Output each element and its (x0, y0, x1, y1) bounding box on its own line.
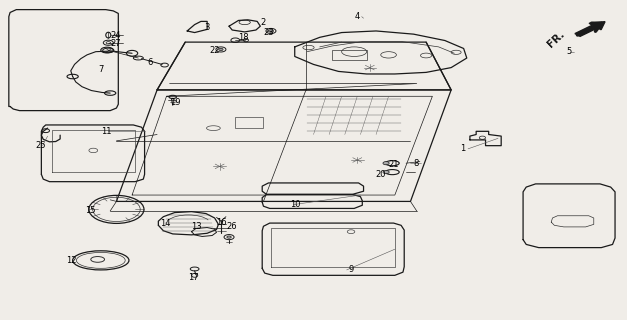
Text: 21: 21 (389, 160, 399, 169)
Text: 15: 15 (85, 206, 96, 215)
Text: 1: 1 (460, 144, 466, 153)
Ellipse shape (383, 171, 389, 174)
Text: 9: 9 (349, 265, 354, 275)
Text: 3: 3 (204, 23, 209, 32)
Text: 24: 24 (110, 31, 120, 40)
Text: 23: 23 (263, 28, 274, 37)
Text: 27: 27 (110, 39, 121, 48)
Text: 10: 10 (290, 200, 301, 209)
Text: 4: 4 (354, 12, 359, 21)
Text: 14: 14 (161, 219, 171, 228)
Bar (235, 117, 263, 128)
Ellipse shape (383, 162, 389, 165)
Text: 22: 22 (209, 45, 219, 55)
Text: 20: 20 (375, 170, 386, 179)
Bar (332, 50, 367, 60)
Ellipse shape (268, 30, 273, 32)
Text: FR.: FR. (545, 29, 567, 50)
Text: 18: 18 (238, 33, 249, 42)
Text: 8: 8 (414, 159, 419, 168)
Text: 16: 16 (216, 218, 227, 227)
Text: 6: 6 (148, 58, 153, 67)
Text: 13: 13 (191, 222, 202, 231)
Text: 7: 7 (98, 65, 104, 74)
Text: 11: 11 (101, 127, 111, 136)
FancyArrow shape (575, 22, 605, 36)
Text: 12: 12 (66, 256, 77, 265)
Text: 2: 2 (260, 19, 266, 28)
Text: 5: 5 (567, 47, 572, 56)
Ellipse shape (227, 236, 231, 238)
Text: 19: 19 (170, 98, 180, 107)
Text: 26: 26 (226, 222, 236, 231)
Text: 25: 25 (35, 141, 46, 150)
Ellipse shape (219, 48, 223, 51)
Text: 17: 17 (188, 273, 199, 282)
